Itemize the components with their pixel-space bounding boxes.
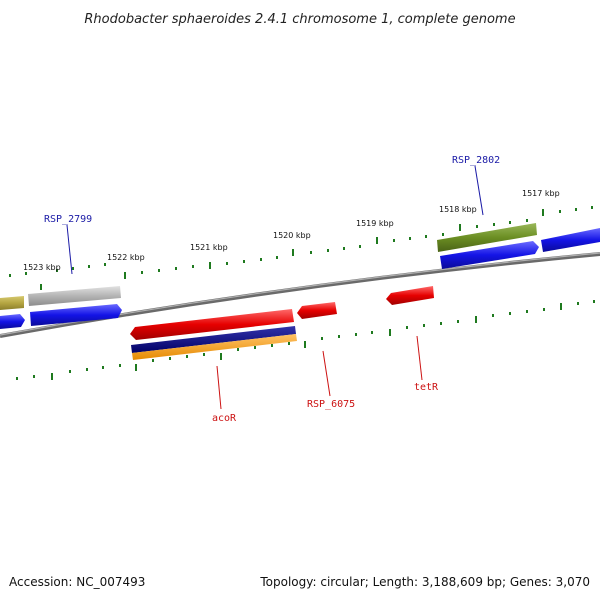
gene-red-acor[interactable] <box>130 309 294 340</box>
footer-summary: Topology: circular; Length: 3,188,609 bp… <box>259 575 590 589</box>
kbp-label-1520: 1520 kbp <box>273 231 311 240</box>
kbp-label-1519: 1519 kbp <box>356 219 394 228</box>
footer-accession: Accession: NC_007493 <box>9 575 145 589</box>
feature-orange-bar[interactable] <box>132 334 297 360</box>
kbp-label-1523: 1523 kbp <box>23 263 61 272</box>
kbp-label-1522: 1522 kbp <box>107 253 145 262</box>
chromosome-backbone <box>0 252 600 338</box>
gene-khaki-left[interactable] <box>0 296 24 310</box>
gene-blue-left[interactable] <box>0 314 25 329</box>
leader-rsp2802 <box>474 165 484 216</box>
map-title: Rhodobacter sphaeroides 2.4.1 chromosome… <box>84 12 515 27</box>
gene-label-acor[interactable]: acoR <box>212 413 237 424</box>
leader-rsp2799 <box>66 224 73 275</box>
gene-label-tetr[interactable]: tetR <box>414 382 439 393</box>
gene-gray-rsp2799-partner[interactable] <box>28 286 121 306</box>
gene-olive-rsp2802[interactable] <box>437 223 537 252</box>
gene-red-tetr[interactable] <box>386 286 434 305</box>
leader-tetr <box>416 335 423 381</box>
leader-rsp6075 <box>322 350 331 397</box>
gene-label-rsp2799[interactable]: RSP_2799 <box>44 214 92 225</box>
leader-acor <box>216 365 222 410</box>
kbp-label-1521: 1521 kbp <box>190 243 228 252</box>
gene-label-rsp2802[interactable]: RSP_2802 <box>452 155 500 166</box>
kbp-label-1517: 1517 kbp <box>522 189 560 198</box>
gene-red-rsp6075[interactable] <box>297 302 337 319</box>
gene-label-rsp6075[interactable]: RSP_6075 <box>307 399 355 410</box>
outer-tick-track <box>9 206 593 290</box>
inner-tick-track <box>16 300 595 380</box>
gene-blue-right-2[interactable] <box>541 228 600 252</box>
feature-navy-bar[interactable] <box>131 326 296 353</box>
kbp-label-1518: 1518 kbp <box>439 205 477 214</box>
gene-blue-right-1[interactable] <box>440 241 539 269</box>
gene-blue-rsp2799[interactable] <box>30 304 122 326</box>
